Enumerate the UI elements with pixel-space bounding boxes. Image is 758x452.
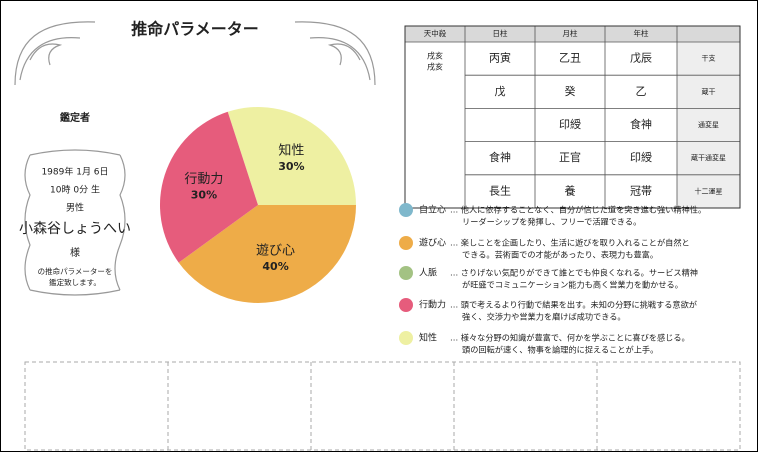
legend-name: 自立心	[419, 204, 446, 216]
birth-date: 1989年 1月 6日	[41, 166, 108, 178]
table-cell: 戊辰	[630, 52, 652, 65]
slice-value: 30%	[278, 160, 304, 173]
legend-name: 行動力	[419, 299, 446, 311]
title: 推命パラメーター	[131, 20, 259, 39]
row-label: 通変星	[698, 120, 719, 129]
name: 小森谷しょうへい	[19, 221, 131, 237]
row-label: 蔵干	[702, 87, 716, 96]
table-cell: 冠帯	[630, 184, 652, 197]
legend-desc: … 様々な分野の知識が豊富で、何かを学ぶことに喜びを感じる。	[450, 333, 690, 343]
row-label: 蔵干通変星	[691, 153, 726, 162]
dashed-boxes	[24, 361, 741, 451]
table-cell: 正官	[559, 150, 581, 164]
legend-dot	[399, 331, 413, 345]
ornament	[14, 21, 376, 296]
table-cell: 食神	[489, 150, 511, 164]
legend-name: 知性	[419, 332, 437, 344]
note: 鑑定致します。	[49, 277, 101, 287]
row-label: 干支	[702, 54, 716, 63]
legend-desc: 頭の回転が速く、物事を論理的に捉えることが上手。	[462, 345, 658, 355]
label: 鑑定者	[60, 111, 90, 124]
legend-desc: リーダーシップを発揮し、フリーで活躍できる。	[462, 217, 641, 227]
pie-slice	[227, 107, 356, 205]
table-header: 天中殺	[424, 28, 447, 38]
table-cell: 養	[565, 183, 576, 197]
last-col-bg	[677, 42, 740, 208]
table-cell: 印綬	[630, 151, 652, 164]
table-cell: 印綬	[559, 118, 581, 131]
header-bg	[405, 26, 740, 42]
table-header: 日柱	[493, 28, 508, 38]
legend-name: 遊び心	[419, 237, 446, 249]
legend-desc: … 他人に依存することなく、自分が信じた道を突き進む強い精神性。	[450, 205, 706, 215]
birth-time: 10時 0分 生	[50, 184, 100, 196]
slice-value: 40%	[262, 260, 288, 273]
legend-desc: が旺盛でコミュニケーション能力も高く営業力を動かせる。	[462, 280, 683, 290]
tenchusatsu: 戌亥	[427, 51, 443, 61]
note: の推命パラメーターを	[38, 266, 113, 276]
pie-slice	[178, 205, 356, 303]
pie-slice	[160, 111, 258, 263]
table-cell: 癸	[565, 84, 576, 98]
table-cell: 丙寅	[489, 51, 511, 65]
legend-desc: 強く、交渉力や営業力を磨けば成功できる。	[462, 312, 626, 322]
slice-label: 行動力	[184, 172, 223, 187]
legend-name: 人脈	[419, 267, 437, 279]
tenchusatsu: 戌亥	[427, 62, 443, 72]
table-cell: 食神	[630, 117, 652, 131]
gender: 男性	[66, 202, 84, 214]
table-header: 月柱	[563, 28, 578, 38]
table-cell: 乙丑	[559, 52, 581, 65]
legend-desc: … さりげない気配りができて誰とでも仲良くなれる。サービス精神	[450, 268, 698, 278]
table-border	[404, 25, 741, 209]
honorific: 様	[70, 246, 80, 259]
slice-label: 遊び心	[256, 244, 295, 259]
legend-desc: … 頭で考えるより行動で結果を出す。未知の分野に挑戦する意欲が	[450, 300, 697, 310]
legend-dot	[399, 298, 413, 312]
legend-desc: … 楽しことを企画したり、生活に遊びを取り入れることが自然と	[450, 238, 690, 248]
legend-dot	[399, 203, 413, 217]
table-header: 年柱	[634, 28, 649, 38]
legend-desc: できる。芸術面での才能があったり、表現力も豊富。	[462, 250, 658, 260]
table-cell: 長生	[489, 183, 511, 197]
table-cell: 戊	[495, 85, 506, 98]
legend-dot	[399, 236, 413, 250]
slice-label: 知性	[278, 143, 304, 159]
row-label: 十二運星	[695, 186, 723, 195]
legend-dot	[399, 266, 413, 280]
table-cell: 乙	[636, 85, 647, 98]
slice-value: 30%	[191, 188, 217, 201]
